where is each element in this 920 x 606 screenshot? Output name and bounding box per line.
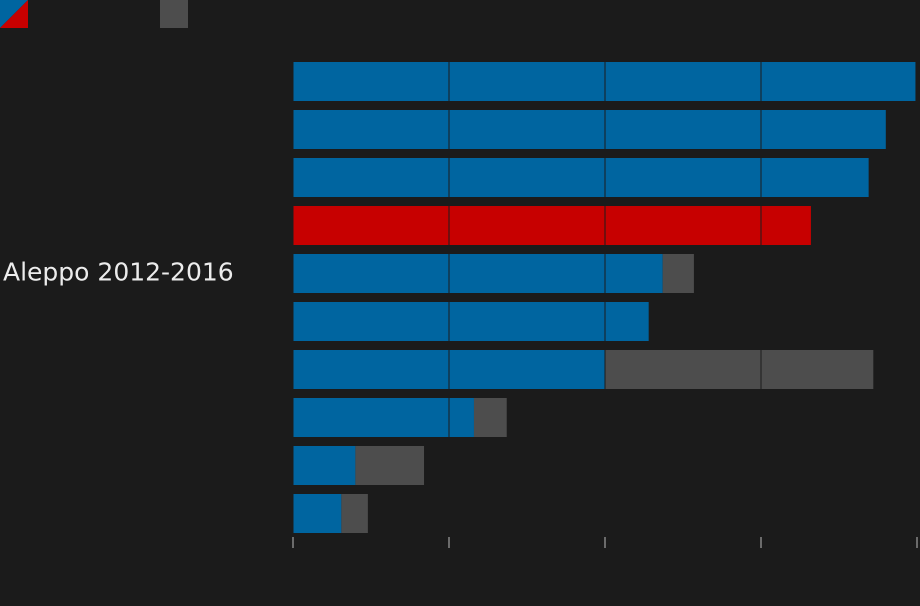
bar xyxy=(605,350,874,389)
bar xyxy=(355,446,425,485)
bar xyxy=(293,110,886,149)
bar xyxy=(293,398,474,437)
bar xyxy=(341,494,368,533)
bar xyxy=(662,254,694,293)
bar xyxy=(293,254,663,293)
bar xyxy=(293,446,356,485)
y-tick-label: Aleppo 2012-2016 xyxy=(3,258,234,287)
bar xyxy=(293,494,342,533)
bar xyxy=(293,158,869,197)
bar xyxy=(293,206,811,245)
legend-swatch xyxy=(0,0,28,28)
bar xyxy=(293,302,649,341)
bar xyxy=(293,62,916,101)
bar xyxy=(473,398,507,437)
legend-swatch xyxy=(160,0,188,28)
